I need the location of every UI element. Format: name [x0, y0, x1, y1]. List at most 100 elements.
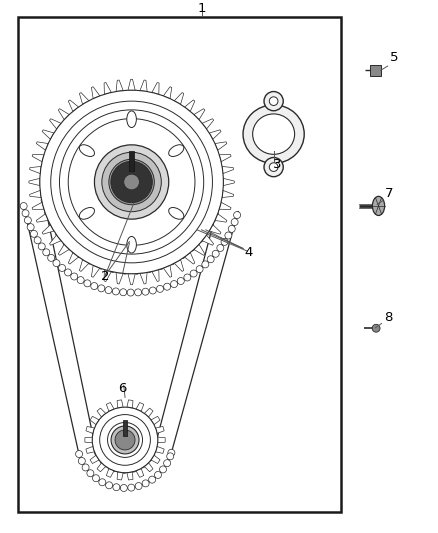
Circle shape	[205, 227, 210, 232]
Polygon shape	[209, 225, 221, 234]
Circle shape	[164, 459, 171, 467]
Circle shape	[163, 262, 169, 268]
Polygon shape	[49, 235, 61, 245]
Polygon shape	[32, 155, 44, 161]
Polygon shape	[163, 265, 172, 277]
Circle shape	[190, 270, 197, 277]
Polygon shape	[123, 420, 127, 436]
Circle shape	[113, 484, 120, 491]
Polygon shape	[140, 80, 147, 92]
Circle shape	[168, 449, 175, 456]
Polygon shape	[97, 408, 106, 417]
Circle shape	[20, 203, 27, 209]
Circle shape	[110, 267, 116, 272]
Circle shape	[84, 280, 91, 287]
Polygon shape	[104, 83, 111, 94]
Polygon shape	[151, 455, 160, 464]
Polygon shape	[194, 109, 205, 120]
Polygon shape	[202, 119, 214, 129]
Circle shape	[48, 254, 55, 261]
Ellipse shape	[169, 207, 184, 219]
Circle shape	[87, 259, 93, 264]
Circle shape	[207, 256, 214, 263]
Polygon shape	[36, 214, 48, 222]
Ellipse shape	[79, 145, 95, 157]
Circle shape	[152, 445, 157, 450]
Circle shape	[46, 215, 52, 221]
Polygon shape	[174, 93, 184, 104]
Circle shape	[92, 475, 99, 482]
Polygon shape	[174, 260, 184, 271]
Polygon shape	[136, 402, 144, 411]
Circle shape	[56, 231, 61, 236]
Circle shape	[169, 259, 175, 265]
Text: 4: 4	[244, 246, 253, 259]
Polygon shape	[106, 469, 114, 478]
Polygon shape	[104, 270, 111, 281]
Polygon shape	[184, 100, 195, 111]
Polygon shape	[152, 270, 159, 281]
Ellipse shape	[127, 111, 136, 127]
Circle shape	[106, 482, 113, 489]
Circle shape	[99, 479, 106, 486]
Circle shape	[100, 458, 106, 464]
Circle shape	[217, 245, 224, 252]
Circle shape	[164, 283, 171, 290]
Circle shape	[221, 238, 228, 245]
Polygon shape	[219, 155, 231, 161]
Circle shape	[120, 484, 127, 491]
Circle shape	[82, 255, 88, 261]
Polygon shape	[128, 79, 135, 90]
Circle shape	[117, 467, 122, 473]
Circle shape	[98, 285, 105, 292]
Polygon shape	[219, 202, 231, 209]
Text: 7: 7	[385, 187, 394, 200]
Circle shape	[112, 288, 119, 295]
Polygon shape	[42, 130, 54, 139]
Circle shape	[111, 426, 139, 454]
Polygon shape	[97, 463, 106, 472]
Circle shape	[40, 90, 223, 274]
Circle shape	[174, 256, 180, 262]
Circle shape	[231, 219, 238, 225]
Circle shape	[180, 253, 185, 259]
Circle shape	[167, 453, 174, 460]
Polygon shape	[184, 253, 195, 264]
Circle shape	[92, 261, 98, 266]
Circle shape	[134, 289, 141, 296]
Circle shape	[143, 459, 149, 465]
Polygon shape	[58, 109, 69, 120]
Circle shape	[105, 287, 112, 294]
Polygon shape	[85, 437, 92, 443]
Polygon shape	[140, 272, 147, 284]
Circle shape	[156, 285, 163, 292]
Polygon shape	[209, 130, 221, 139]
Polygon shape	[215, 142, 227, 150]
Circle shape	[64, 269, 71, 276]
Circle shape	[127, 289, 134, 296]
Circle shape	[128, 269, 134, 274]
Circle shape	[233, 212, 240, 219]
Circle shape	[189, 246, 194, 251]
Circle shape	[104, 265, 110, 271]
Circle shape	[142, 288, 149, 295]
Polygon shape	[30, 166, 41, 174]
Polygon shape	[79, 93, 89, 104]
Circle shape	[194, 241, 199, 247]
Polygon shape	[222, 190, 233, 198]
Circle shape	[135, 482, 142, 489]
Circle shape	[93, 446, 99, 451]
Circle shape	[142, 480, 149, 487]
Circle shape	[269, 97, 278, 106]
Circle shape	[98, 263, 104, 269]
Circle shape	[135, 465, 141, 470]
Circle shape	[372, 324, 380, 332]
Circle shape	[120, 289, 127, 296]
Bar	[18, 17, 341, 512]
Circle shape	[147, 456, 152, 461]
Circle shape	[102, 152, 161, 212]
Polygon shape	[155, 447, 164, 454]
Circle shape	[196, 265, 203, 273]
Polygon shape	[58, 244, 69, 255]
Circle shape	[126, 467, 132, 473]
